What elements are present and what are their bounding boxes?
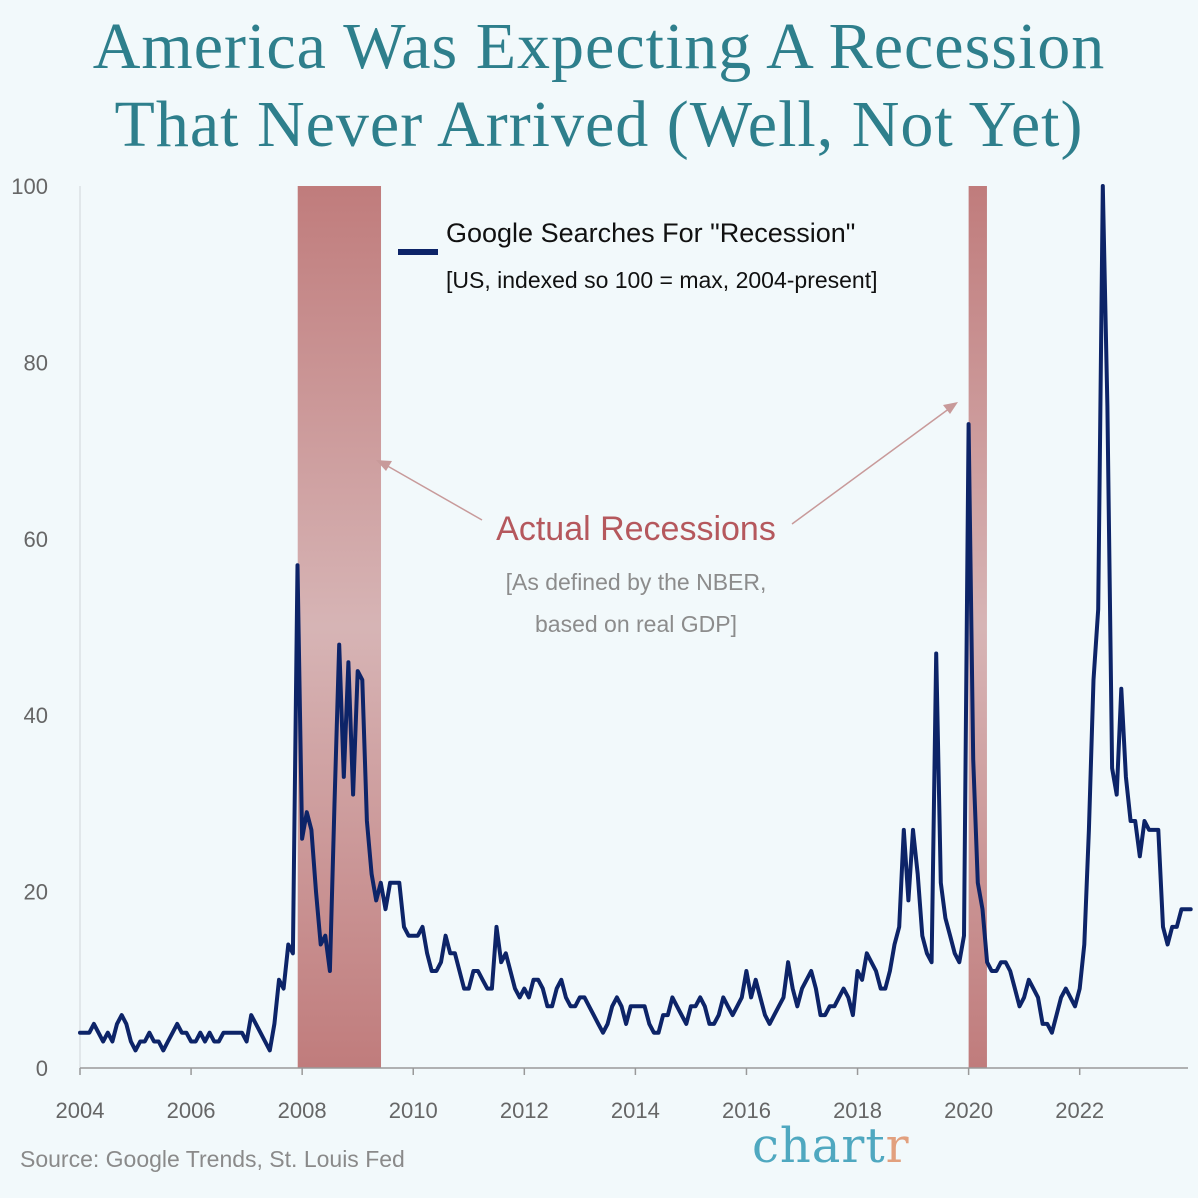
series-line-recession-searches bbox=[78, 184, 1193, 1053]
annotation-arrow-right bbox=[791, 407, 951, 525]
x-tick-label-2016: 2016 bbox=[722, 1098, 771, 1123]
x-tick-label-2020: 2020 bbox=[944, 1098, 993, 1123]
recession-band-1 bbox=[297, 186, 382, 1068]
y-tick-label-100: 100 bbox=[11, 174, 48, 199]
chart-title-line-2: That Never Arrived (Well, Not Yet) bbox=[114, 88, 1084, 161]
brand-logo: chartr bbox=[752, 1118, 910, 1174]
y-tick-label-60: 60 bbox=[24, 527, 48, 552]
x-tick-label-2022: 2022 bbox=[1055, 1098, 1104, 1123]
annotation-note-line-1: [As defined by the NBER, bbox=[506, 569, 767, 595]
brand-logo-accent: r bbox=[885, 1118, 910, 1174]
legend: Google Searches For "Recession" [US, ind… bbox=[398, 218, 878, 293]
chart-title-line-1: America Was Expecting A Recession bbox=[92, 10, 1106, 83]
x-tick-label-2010: 2010 bbox=[389, 1098, 438, 1123]
x-tick-label-2018: 2018 bbox=[833, 1098, 882, 1123]
source-note: Source: Google Trends, St. Louis Fed bbox=[20, 1146, 405, 1172]
x-tick-label-2014: 2014 bbox=[611, 1098, 660, 1123]
legend-sublabel: [US, indexed so 100 = max, 2004-present] bbox=[446, 267, 878, 293]
annotation-arrowhead-right bbox=[943, 402, 958, 414]
y-axis-ticks: 0 20 40 60 80 100 bbox=[11, 174, 48, 1081]
recession-bands bbox=[297, 186, 987, 1068]
annotation-title: Actual Recessions bbox=[496, 510, 776, 548]
annotation-note-line-2: based on real GDP] bbox=[535, 611, 737, 637]
x-tick-label-2006: 2006 bbox=[167, 1098, 216, 1123]
legend-label: Google Searches For "Recession" bbox=[446, 218, 855, 248]
y-tick-label-80: 80 bbox=[24, 350, 48, 375]
x-axis-ticks: 2004 2006 2008 2010 2012 2014 2016 2018 2020 2022 bbox=[56, 1068, 1104, 1123]
annotation-arrowhead-left bbox=[376, 460, 392, 471]
recession-band-2 bbox=[968, 186, 987, 1068]
y-tick-label-40: 40 bbox=[24, 703, 48, 728]
y-tick-label-0: 0 bbox=[36, 1056, 48, 1081]
chart-title: America Was Expecting A Recession That N… bbox=[0, 8, 1198, 164]
y-tick-label-20: 20 bbox=[24, 880, 48, 905]
x-tick-label-2004: 2004 bbox=[56, 1098, 105, 1123]
recession-annotation: Actual Recessions [As defined by the NBE… bbox=[376, 402, 958, 637]
annotation-arrow-left bbox=[383, 463, 483, 521]
x-tick-label-2008: 2008 bbox=[278, 1098, 327, 1123]
x-tick-label-2012: 2012 bbox=[500, 1098, 549, 1123]
brand-logo-text: chart bbox=[752, 1118, 886, 1174]
